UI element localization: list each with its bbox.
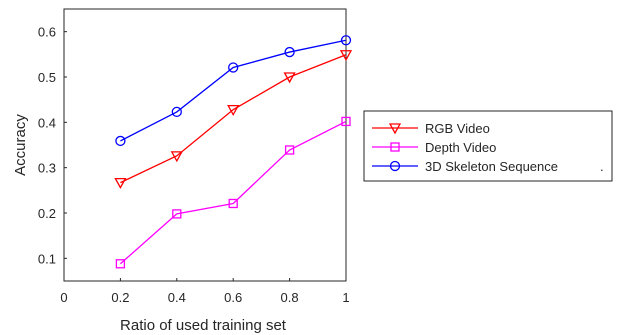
x-axis-label: Ratio of used training set [120,317,287,334]
data-point-marker [114,177,127,189]
series-layer [114,35,353,269]
plot-area-frame [63,8,347,282]
axis-ticks: 0 0.2 0.4 0.6 0.8 1 0.1 0.2 0.3 0.4 0.5 0.6 [38,25,350,305]
data-point-marker [115,259,126,269]
data-point-marker [284,145,295,155]
y-tick-label: 0.5 [38,70,56,85]
legend-marker [388,123,402,135]
legend: RGB Video Depth Video 3D Skeleton Sequence… [363,110,613,182]
data-point-marker [284,46,295,58]
legend-entries: RGB Video Depth Video 3D Skeleton Sequence [372,121,558,174]
x-tick-label: 0 [60,290,67,305]
legend-marker [390,142,400,152]
legend-marker [389,160,401,172]
series-depth-video [115,116,351,269]
data-point-marker [341,116,351,127]
series-line [119,120,347,265]
data-point-marker [283,72,296,84]
x-tick-label: 0.4 [168,290,186,305]
legend-entry: Depth Video [372,140,496,155]
y-axis-label: Accuracy [12,114,29,176]
y-tick-label: 0.3 [38,161,56,176]
legend-entry: 3D Skeleton Sequence [372,159,558,174]
series-rgb-video [114,50,353,189]
legend-extra-mark: . [600,159,604,174]
y-tick-label: 0.1 [38,251,56,266]
data-point-marker [227,104,240,116]
legend-label: 3D Skeleton Sequence [425,159,558,174]
data-point-marker [228,198,238,209]
series-line [120,39,347,142]
legend-entry: RGB Video [372,121,490,136]
legend-label: RGB Video [425,121,490,136]
x-tick-label: 0.8 [281,290,299,305]
legend-box [363,110,613,182]
data-point-marker [340,35,352,46]
data-point-marker [228,62,239,73]
series-line [120,54,347,184]
y-tick-label: 0.4 [38,115,56,130]
data-point-marker [171,106,182,118]
y-tick-label: 0.6 [38,25,56,40]
y-tick-label: 0.2 [38,206,56,221]
data-point-marker [172,209,182,219]
x-tick-label: 0.2 [111,290,129,305]
legend-label: Depth Video [425,140,496,155]
data-point-marker [115,135,126,147]
data-point-marker [170,151,183,163]
series-3d-skeleton-sequence [115,35,352,147]
x-tick-label: 1 [342,290,349,305]
x-tick-label: 0.6 [224,290,242,305]
data-point-marker [339,50,353,62]
